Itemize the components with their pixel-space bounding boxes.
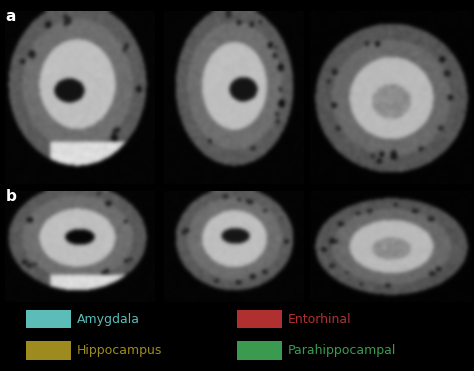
Text: a: a [6, 9, 16, 24]
Text: Parahippocampal: Parahippocampal [288, 344, 396, 357]
Text: b: b [6, 189, 17, 204]
Text: Entorhinal: Entorhinal [288, 312, 351, 326]
Text: Amygdala: Amygdala [77, 312, 140, 326]
Text: Hippocampus: Hippocampus [77, 344, 162, 357]
